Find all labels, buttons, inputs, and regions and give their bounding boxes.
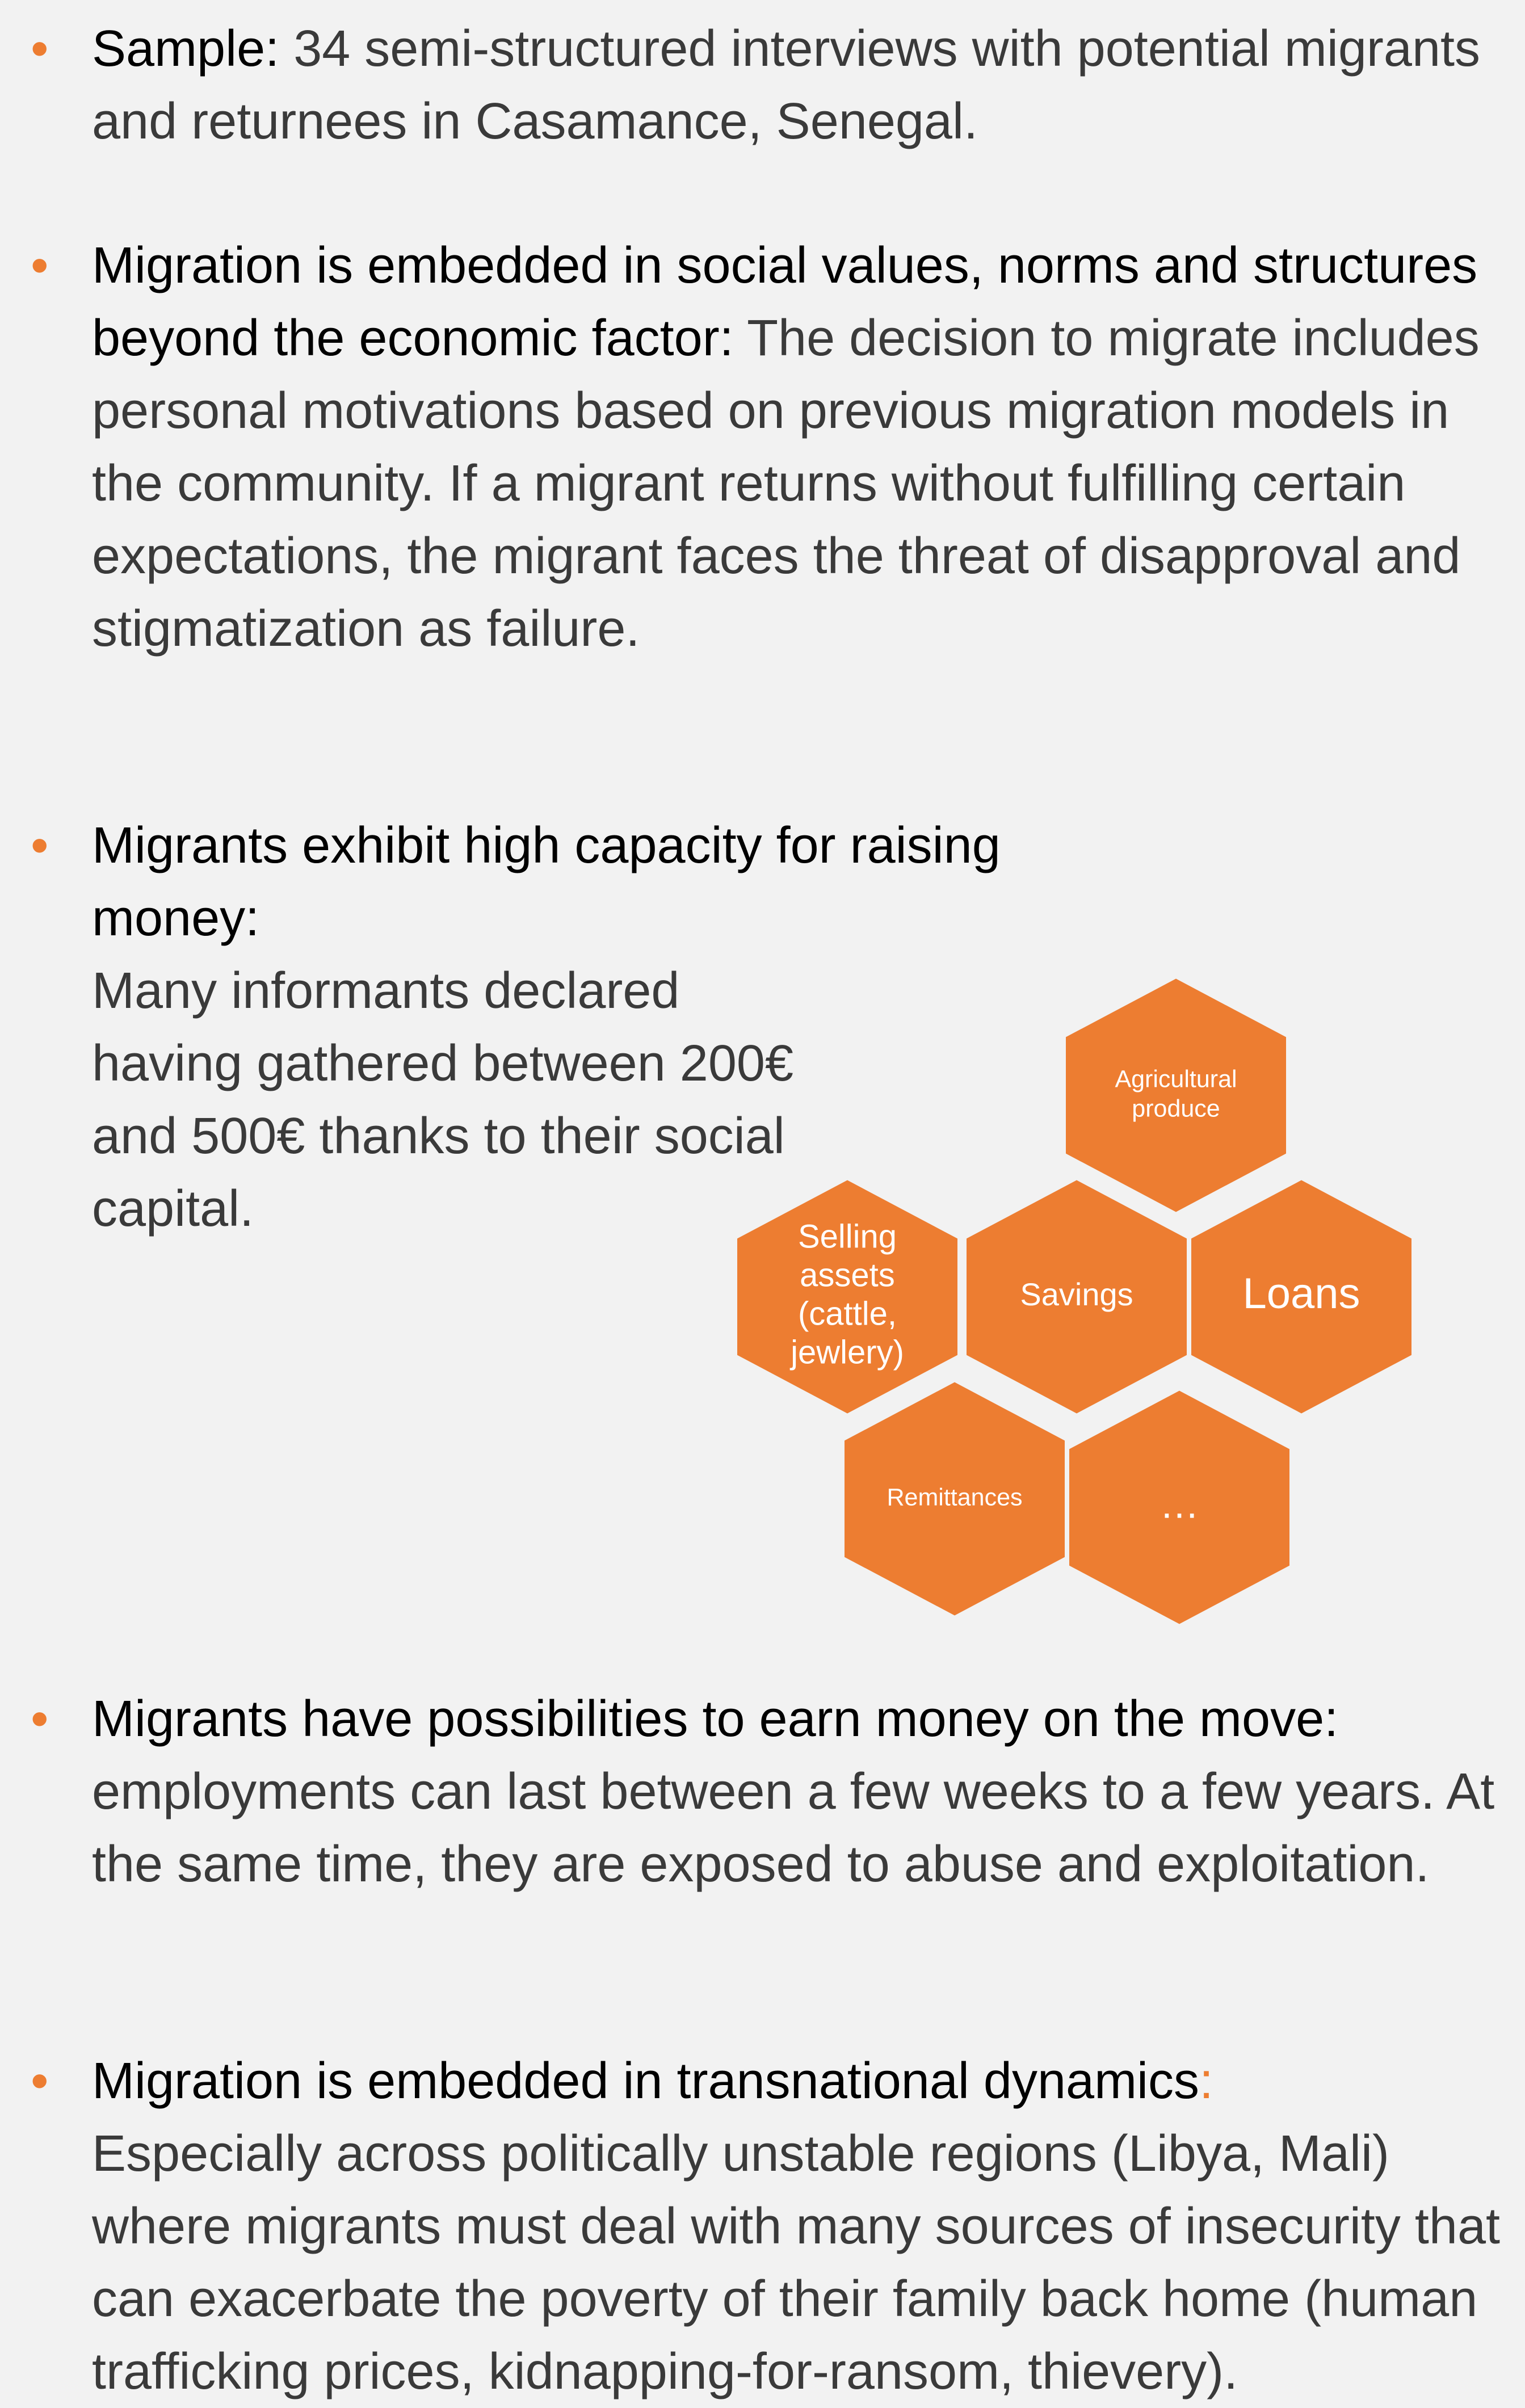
bullet-heading: Migrants exhibit high capacity for raisi…: [92, 817, 1001, 947]
hexagon-label: Savings: [1020, 1276, 1133, 1312]
hexagon-label: Agricultural: [1115, 1065, 1237, 1092]
hexagon-label: …: [1159, 1482, 1199, 1526]
bullet-text: The decision to migrate includes persona…: [92, 310, 1480, 657]
bullet-heading: Sample:: [92, 20, 280, 77]
bullet: Migrants have possibilities to earn mone…: [31, 1683, 1514, 1901]
hexagon-label: Selling: [798, 1218, 897, 1255]
hexagon: [840, 1377, 1069, 1621]
bullet: Sample: 34 semi-structured interviews wi…: [31, 12, 1514, 158]
bullet-heading: Migration is embedded in social values, …: [92, 237, 1478, 367]
bullet-text: Especially across politically unstable r…: [92, 2125, 1501, 2400]
hexagon: [1065, 1385, 1294, 1629]
hexagon-label: (cattle,: [798, 1295, 897, 1332]
hexagon: [1187, 1175, 1416, 1419]
bullet-heading: Migration is embedded in transnational d…: [92, 2053, 1200, 2109]
hexagon: [733, 1175, 962, 1419]
hexagon-label: Remittances: [887, 1484, 1023, 1511]
hexagon-label: produce: [1132, 1095, 1220, 1122]
bullet-colon: :: [1199, 2053, 1214, 2109]
hexagon-label: jewlery): [789, 1334, 904, 1371]
bullet-text: 34 semi-structured interviews with poten…: [92, 20, 1481, 150]
hexagon: [1061, 973, 1291, 1217]
bullet: Migration is embedded in social values, …: [31, 229, 1514, 665]
bullet-text: employments can last between a few weeks…: [92, 1763, 1495, 1893]
bullet: Migration is embedded in transnational d…: [31, 2045, 1514, 2408]
bullet-text: Many informants declared having gathered…: [92, 963, 794, 1237]
hexagon-label: assets: [800, 1256, 895, 1293]
bullet-heading: Migrants have possibilities to earn mone…: [92, 1691, 1339, 1747]
hexagon-label: Loans: [1242, 1270, 1360, 1318]
bullet: Migrants exhibit high capacity for raisi…: [31, 809, 1023, 1245]
